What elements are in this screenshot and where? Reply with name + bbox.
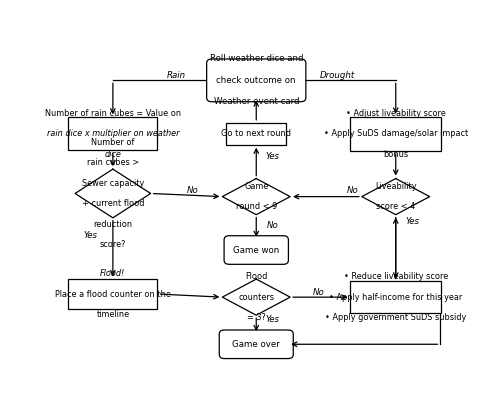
Text: dice: dice (104, 150, 122, 159)
Text: + current flood: + current flood (82, 199, 144, 208)
Text: counters: counters (238, 293, 274, 302)
Text: round < 9: round < 9 (236, 202, 277, 211)
Text: • Reduce liveability score: • Reduce liveability score (344, 272, 448, 281)
Text: Yes: Yes (266, 315, 280, 324)
Text: Number of rain cubes = Value on: Number of rain cubes = Value on (45, 109, 181, 118)
Text: Roll weather dice and: Roll weather dice and (210, 54, 303, 64)
Text: • Apply half-income for this year: • Apply half-income for this year (329, 293, 462, 302)
Text: Yes: Yes (266, 152, 280, 161)
Text: Place a flood counter on the: Place a flood counter on the (55, 290, 171, 299)
Text: check outcome on: check outcome on (216, 76, 296, 85)
Text: score < 4: score < 4 (376, 202, 416, 211)
Text: Drought: Drought (320, 71, 355, 80)
Polygon shape (75, 169, 150, 218)
Text: Game over: Game over (232, 340, 280, 349)
Bar (68, 279, 158, 309)
Text: = 3?: = 3? (247, 313, 266, 322)
Bar (350, 117, 442, 151)
Text: No: No (186, 186, 198, 195)
Text: No: No (313, 288, 325, 297)
FancyBboxPatch shape (219, 330, 294, 359)
Text: Liveability: Liveability (375, 182, 416, 191)
Text: reduction: reduction (94, 220, 132, 228)
Bar (68, 117, 158, 150)
Text: Game: Game (244, 182, 268, 191)
Text: Game won: Game won (233, 246, 280, 255)
Text: Rain: Rain (167, 71, 186, 80)
Text: score?: score? (100, 240, 126, 249)
Polygon shape (222, 279, 290, 315)
Text: No: No (267, 221, 279, 230)
Polygon shape (362, 179, 430, 215)
Bar (350, 282, 442, 313)
Text: timeline: timeline (96, 310, 130, 319)
Bar (226, 123, 286, 145)
Text: • Apply SuDS damage/solar impact: • Apply SuDS damage/solar impact (324, 129, 468, 138)
Text: No: No (346, 186, 358, 195)
Text: Yes: Yes (406, 217, 419, 226)
Text: • Adjust liveability score: • Adjust liveability score (346, 109, 446, 118)
Text: Number of: Number of (91, 138, 134, 147)
Text: bonus: bonus (383, 150, 408, 159)
Text: Flood: Flood (245, 272, 268, 281)
Text: rain dice x multiplier on weather: rain dice x multiplier on weather (46, 129, 179, 138)
Text: Weather event card: Weather event card (214, 97, 299, 106)
Polygon shape (222, 179, 290, 215)
Text: • Apply government SuDS subsidy: • Apply government SuDS subsidy (325, 313, 466, 322)
Text: Go to next round: Go to next round (221, 129, 291, 138)
Text: Sewer capacity: Sewer capacity (82, 179, 144, 188)
Text: Yes: Yes (84, 231, 98, 240)
Text: rain cubes >: rain cubes > (87, 158, 139, 167)
FancyBboxPatch shape (224, 236, 288, 264)
Text: Flood!: Flood! (100, 269, 126, 278)
FancyBboxPatch shape (206, 59, 306, 102)
